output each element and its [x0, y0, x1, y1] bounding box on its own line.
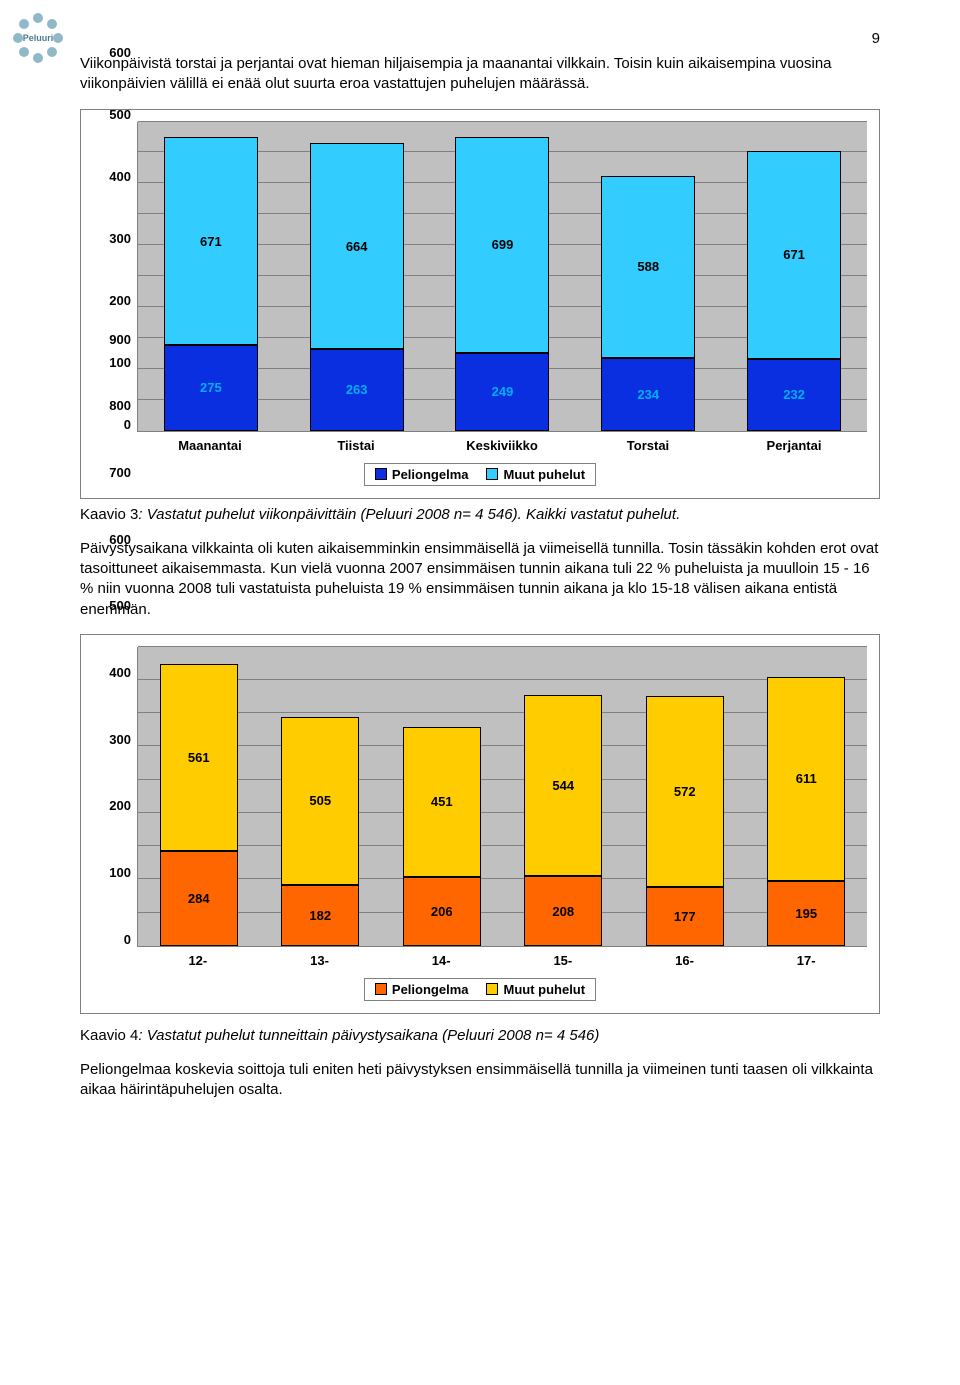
x-tick-label: 13- — [259, 947, 381, 968]
bar-segment: 249 — [455, 353, 549, 430]
legend-label: Muut puhelut — [503, 467, 585, 482]
brand-logo: Peluuri — [10, 10, 66, 66]
legend-item: Muut puhelut — [486, 467, 585, 482]
bar: 195611 — [767, 677, 845, 946]
legend-label: Peliongelma — [392, 467, 469, 482]
svg-text:Peluuri: Peluuri — [23, 33, 54, 43]
bar: 182505 — [281, 717, 359, 946]
bar-segment: 561 — [160, 664, 238, 851]
bar: 208544 — [524, 695, 602, 946]
legend-item: Muut puhelut — [486, 982, 585, 997]
bar: 249699 — [455, 137, 549, 431]
bar: 206451 — [403, 727, 481, 946]
bar-segment: 505 — [281, 717, 359, 885]
bar-segment: 664 — [310, 143, 404, 349]
bar: 263664 — [310, 143, 404, 430]
paragraph-mid: Päivystysaikana vilkkainta oli kuten aik… — [80, 539, 880, 620]
x-tick-label: 17- — [745, 947, 867, 968]
legend-swatch — [486, 468, 498, 480]
bar-segment: 177 — [646, 887, 724, 946]
paragraph-end: Peliongelmaa koskevia soittoja tuli enit… — [80, 1060, 880, 1101]
bar: 234588 — [601, 176, 695, 431]
chart-weekday: 0100200300400500600700800900100027567126… — [80, 109, 880, 499]
x-tick-label: Maanantai — [137, 432, 283, 453]
legend-swatch — [375, 983, 387, 995]
bar: 275671 — [164, 137, 258, 430]
caption-chart2: Kaavio 4: Vastatut puhelut tunneittain p… — [80, 1026, 880, 1046]
legend-item: Peliongelma — [375, 467, 469, 482]
bar-segment: 275 — [164, 345, 258, 430]
x-tick-label: Torstai — [575, 432, 721, 453]
bar-segment: 671 — [747, 151, 841, 359]
x-tick-label: Keskiviikko — [429, 432, 575, 453]
legend-label: Peliongelma — [392, 982, 469, 997]
x-tick-label: 15- — [502, 947, 624, 968]
caption-prefix: Kaavio 4 — [80, 1027, 138, 1044]
paragraph-intro: Viikonpäivistä torstai ja perjantai ovat… — [80, 54, 880, 95]
document-page: Peluuri 9 Viikonpäivistä torstai ja perj… — [0, 0, 960, 1155]
x-tick-label: Tiistai — [283, 432, 429, 453]
bar-segment: 182 — [281, 885, 359, 946]
chart-hourly: 0100200300400500600700800900284561182505… — [80, 634, 880, 1014]
bar-segment: 195 — [767, 881, 845, 946]
caption-italic: : Vastatut puhelut viikonpäivittäin (Pel… — [138, 506, 680, 523]
caption-prefix: Kaavio 3 — [80, 506, 138, 523]
bar-segment: 572 — [646, 696, 724, 887]
bar: 177572 — [646, 696, 724, 946]
bar-segment: 232 — [747, 359, 841, 431]
bar-segment: 544 — [524, 695, 602, 876]
bar: 284561 — [160, 664, 238, 946]
bar: 232671 — [747, 151, 841, 431]
bar-segment: 263 — [310, 349, 404, 431]
bar-segment: 208 — [524, 876, 602, 945]
x-tick-label: Perjantai — [721, 432, 867, 453]
legend: Peliongelma Muut puhelut — [93, 463, 867, 486]
x-tick-label: 16- — [624, 947, 746, 968]
legend-item: Peliongelma — [375, 982, 469, 997]
caption-italic: : Vastatut puhelut tunneittain päivystys… — [138, 1027, 599, 1044]
bar-segment: 284 — [160, 851, 238, 946]
bar-segment: 699 — [455, 137, 549, 354]
legend-swatch — [375, 468, 387, 480]
bar-segment: 451 — [403, 727, 481, 877]
x-tick-label: 12- — [137, 947, 259, 968]
bar-segment: 588 — [601, 176, 695, 358]
bar-segment: 671 — [164, 137, 258, 345]
plot-area: 284561 182505 206451 208544 177572 195611 — [137, 647, 867, 947]
legend: Peliongelma Muut puhelut — [93, 978, 867, 1001]
bar-segment: 611 — [767, 677, 845, 881]
legend-swatch — [486, 983, 498, 995]
caption-chart1: Kaavio 3: Vastatut puhelut viikonpäivitt… — [80, 505, 880, 525]
bar-segment: 234 — [601, 358, 695, 431]
plot-area: 275671263664249699234588232671 — [137, 122, 867, 432]
bar-segment: 206 — [403, 877, 481, 946]
x-tick-label: 14- — [380, 947, 502, 968]
legend-label: Muut puhelut — [503, 982, 585, 997]
page-number: 9 — [872, 30, 880, 47]
